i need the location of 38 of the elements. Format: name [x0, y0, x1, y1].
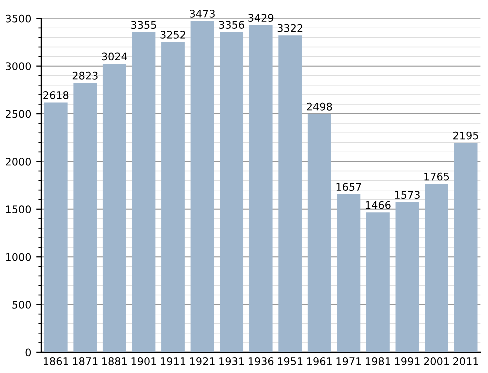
- x-tick-label: 2001: [424, 358, 450, 366]
- y-tick-label: 1000: [6, 253, 32, 262]
- data-label: 2195: [454, 132, 478, 140]
- x-tick-label: 1961: [308, 358, 332, 366]
- y-tick-label: 1500: [6, 206, 32, 214]
- x-tick-label: 1911: [161, 358, 186, 366]
- data-label: 2618: [44, 91, 69, 100]
- data-label: 3473: [190, 10, 215, 18]
- y-tick-label: 3500: [6, 14, 32, 23]
- data-label: 3024: [102, 52, 128, 61]
- x-tick-label: 1881: [102, 358, 127, 366]
- y-tick-label: 2500: [6, 110, 32, 118]
- data-label: 3355: [132, 21, 156, 30]
- x-tick-label: 1991: [395, 358, 420, 366]
- x-tick-label: 1936: [248, 358, 274, 366]
- x-tick-label: 1921: [190, 358, 215, 366]
- data-label: 2823: [72, 72, 98, 80]
- y-tick-label: 2000: [6, 158, 32, 166]
- data-label: 1573: [395, 191, 420, 200]
- data-label: 3429: [248, 14, 274, 22]
- x-tick-label: 1871: [73, 358, 98, 366]
- x-tick-label: 1861: [44, 358, 68, 366]
- data-label: 1765: [424, 172, 450, 181]
- x-tick-label: 2011: [454, 358, 478, 366]
- y-tick-label: 0: [26, 348, 32, 357]
- data-label: 3252: [160, 31, 186, 39]
- x-tick-label: 1981: [366, 358, 390, 366]
- x-tick-label: 1951: [278, 358, 303, 366]
- x-tick-label: 1931: [220, 358, 244, 366]
- data-label: 1657: [336, 183, 362, 192]
- data-label: 1466: [366, 201, 391, 210]
- data-label: 3356: [219, 21, 244, 29]
- x-tick-label: 1971: [336, 358, 362, 366]
- y-tick-label: 3000: [6, 62, 32, 70]
- data-label: 2498: [307, 102, 332, 111]
- data-label: 3322: [278, 24, 303, 32]
- x-tick-label: 1901: [132, 358, 156, 366]
- y-tick-label: 500: [12, 301, 32, 309]
